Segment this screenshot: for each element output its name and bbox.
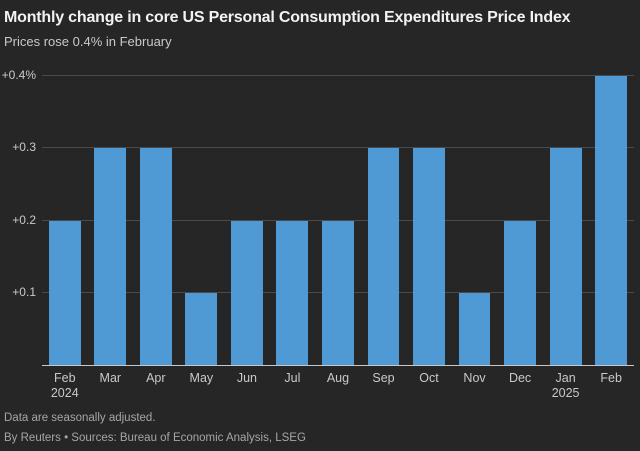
- bar-dec: [504, 220, 536, 365]
- bar-nov: [458, 292, 491, 365]
- x-tick-label-mar: Mar: [88, 371, 134, 401]
- bar-feb-2024: [48, 220, 81, 365]
- x-tick-month: Apr: [146, 371, 166, 385]
- x-tick-label-jul: Jul: [270, 371, 316, 401]
- bar-slot: [315, 76, 361, 365]
- x-tick-month: Oct: [419, 371, 439, 385]
- gridline-0.3: +0.3: [12, 140, 634, 154]
- bar-may: [185, 292, 218, 365]
- y-tick-label: +0.2: [12, 212, 36, 227]
- bar-slot: [543, 76, 589, 365]
- x-tick-label-aug: Aug: [315, 371, 361, 401]
- gridline-0.4: +0.4%: [2, 68, 634, 82]
- data-note: Data are seasonally adjusted.: [4, 412, 156, 424]
- y-tick-label: +0.1: [12, 284, 36, 299]
- bar-slot: [270, 76, 316, 365]
- gridline-0.2: +0.2: [12, 213, 634, 227]
- x-tick-month: Nov: [463, 371, 486, 385]
- x-tick-label-oct: Oct: [406, 371, 452, 401]
- source-note: By Reuters • Sources: Bureau of Economic…: [4, 432, 306, 444]
- x-tick-label-may: May: [179, 371, 225, 401]
- bar-slot: [497, 76, 543, 365]
- x-tick-year: 2024: [50, 386, 79, 400]
- x-tick-month: May: [189, 371, 214, 385]
- chart-footer: Data are seasonally adjusted. By Reuters…: [4, 411, 306, 445]
- bar-jul: [276, 220, 309, 365]
- x-axis-labels: Feb 2024 Mar Apr May Jun Jul Aug Sep Oct Nov Dec Jan…: [42, 371, 634, 401]
- x-tick-label-dec: Dec: [497, 371, 543, 401]
- x-tick-label-nov: Nov: [452, 371, 498, 401]
- x-tick-month: Sep: [372, 371, 395, 385]
- x-tick-month: Jun: [236, 371, 257, 385]
- bar-slot: [588, 76, 634, 365]
- bar-mar: [94, 148, 127, 365]
- bar-slot: [88, 76, 134, 365]
- x-tick-label-apr: Apr: [133, 371, 179, 401]
- plot-area: +0.1 +0.2 +0.3 +0.4%: [2, 68, 634, 366]
- chart-subtitle: Prices rose 0.4% in February: [4, 34, 172, 49]
- x-tick-label-sep: Sep: [361, 371, 407, 401]
- bar-slot: [42, 76, 88, 365]
- x-tick-month: Jul: [284, 371, 301, 385]
- x-tick-label-feb: Feb: [588, 371, 634, 401]
- bars-container: [42, 76, 634, 365]
- bar-feb: [595, 76, 628, 365]
- x-tick-month: Jan: [555, 371, 576, 385]
- bar-slot: [406, 76, 452, 365]
- bar-oct: [413, 148, 445, 365]
- bar-slot: [133, 76, 179, 365]
- y-tick-label: +0.4%: [1, 68, 36, 82]
- bar-slot: [224, 76, 270, 365]
- bar-jun: [230, 220, 263, 365]
- x-tick-month: Dec: [508, 371, 532, 385]
- x-tick-label-feb-2024: Feb 2024: [42, 371, 88, 401]
- x-tick-month: Feb: [600, 371, 622, 385]
- bar-aug: [322, 220, 354, 365]
- y-tick-label: +0.3: [12, 140, 36, 155]
- bar-chart: +0.1 +0.2 +0.3 +0.4% Feb 2024 Mar Apr May Jun Jul…: [2, 68, 634, 401]
- bar-slot: [452, 76, 498, 365]
- x-tick-label-jan-2025: Jan 2025: [543, 371, 589, 401]
- bar-apr: [139, 148, 172, 365]
- chart-title: Monthly change in core US Personal Consu…: [4, 9, 571, 26]
- bar-sep: [367, 148, 400, 365]
- x-tick-month: Mar: [99, 371, 122, 385]
- bar-slot: [179, 76, 225, 365]
- x-tick-label-jun: Jun: [224, 371, 270, 401]
- bar-jan-2025: [549, 148, 582, 365]
- x-tick-month: Feb: [53, 371, 76, 385]
- bar-slot: [361, 76, 407, 365]
- x-tick-year: 2025: [551, 386, 580, 400]
- x-tick-month: Aug: [326, 371, 350, 385]
